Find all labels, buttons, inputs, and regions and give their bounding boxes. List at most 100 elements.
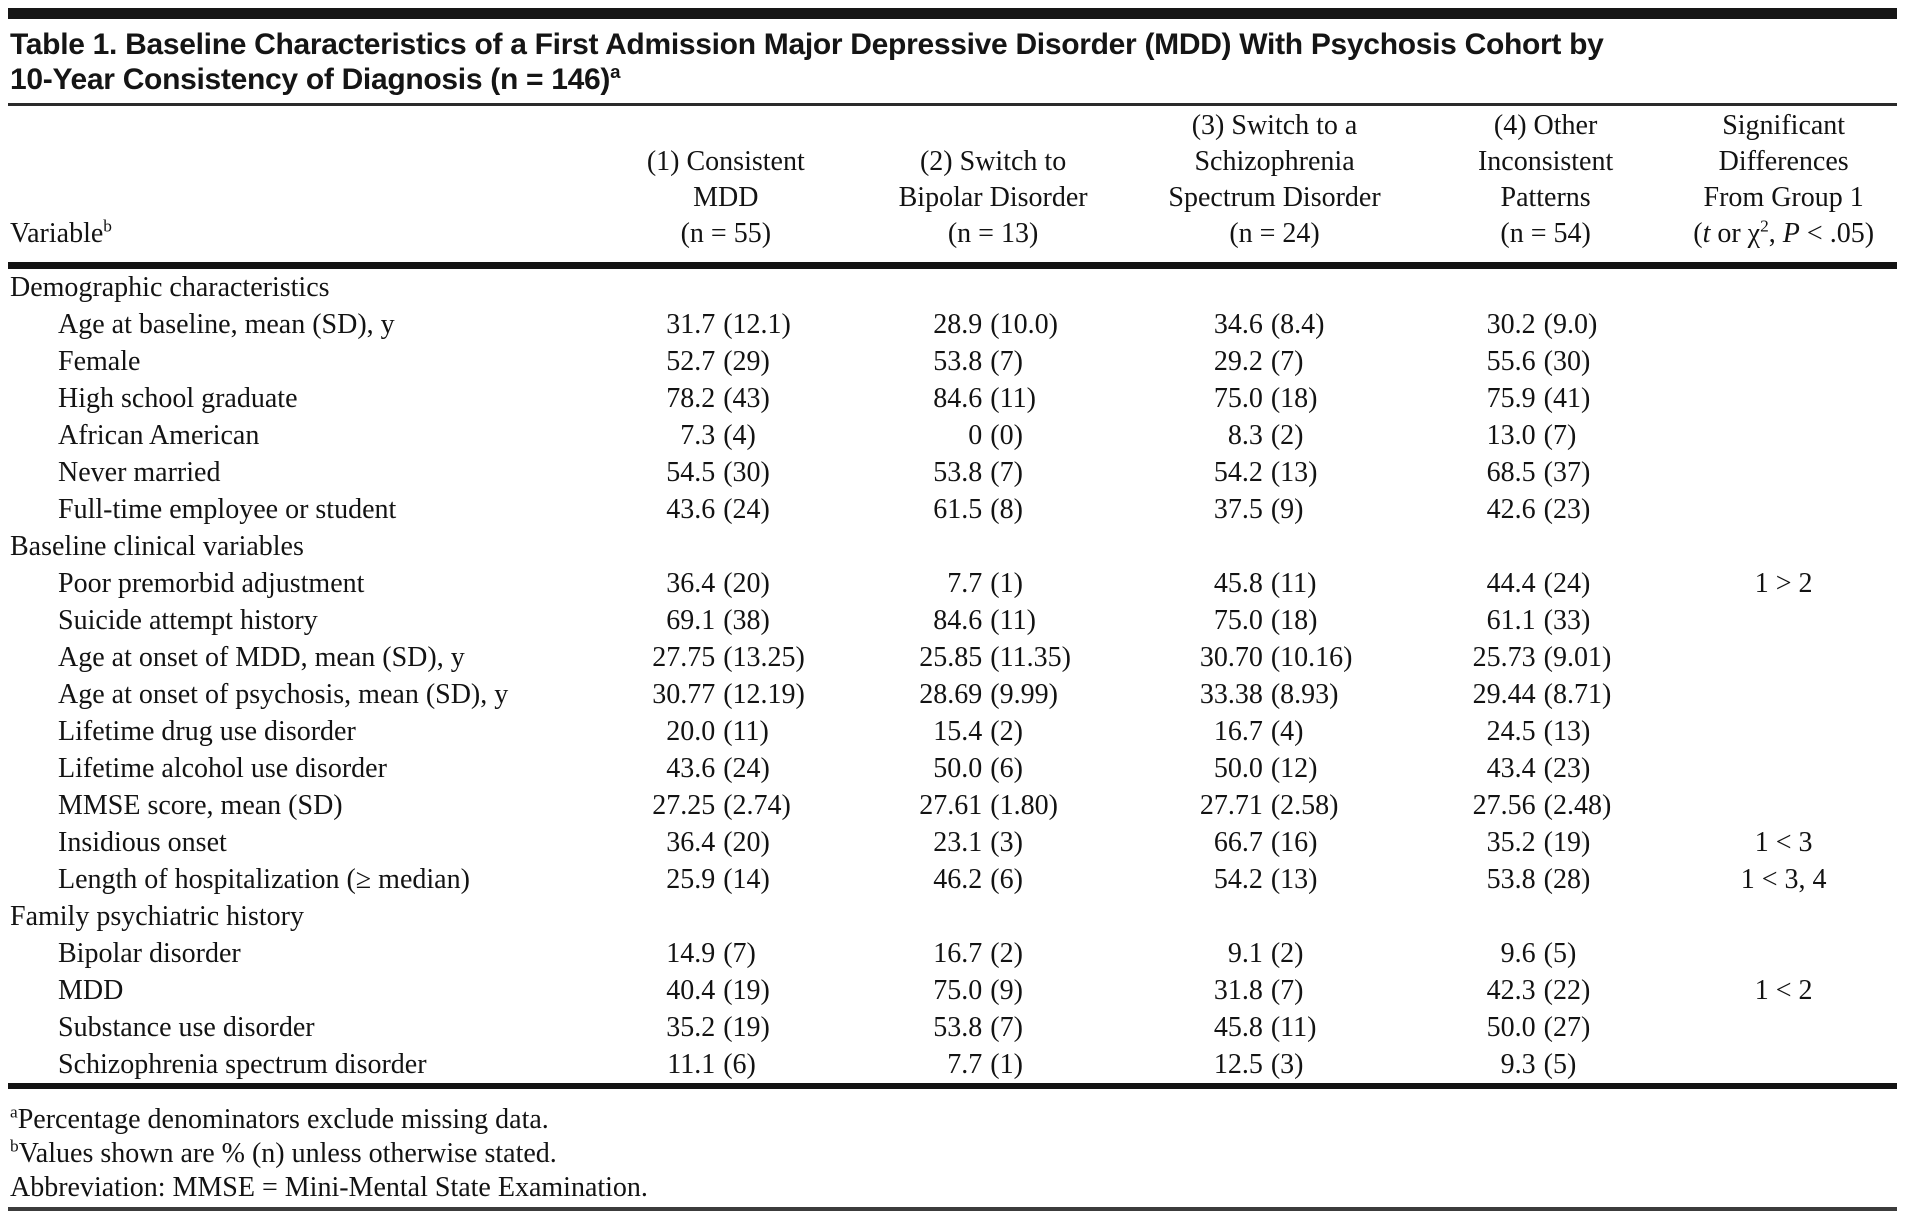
value-cell: 33.38 (8.93) <box>1128 676 1421 713</box>
value-count: (11) <box>723 715 769 747</box>
value-count: (2) <box>1270 419 1304 451</box>
value-number: 55.6 <box>1486 345 1536 377</box>
significance-cell <box>1670 787 1897 824</box>
row-label-cell: MDD <box>58 974 124 1006</box>
value-count: (7) <box>1543 419 1577 451</box>
value-number: 50.0 <box>933 752 983 784</box>
value-number: 7.3 <box>680 419 716 451</box>
value-number: 53.8 <box>933 456 983 488</box>
value-count: (13) <box>1543 715 1591 747</box>
value-cell: 27.56 (2.48) <box>1421 787 1670 824</box>
value-cell: 31.8 (7) <box>1128 972 1421 1009</box>
value-count: (1) <box>990 567 1023 599</box>
table-row: Age at onset of MDD, mean (SD), y 27.75 (1… <box>8 639 1897 676</box>
header-line: (n = 24) <box>1229 218 1320 249</box>
header-stats-part: t <box>1702 218 1711 249</box>
baseline-characteristics-table: Variableb (1) Consistent MDD (n = 55) (2) Sw… <box>8 106 1897 1083</box>
significance-cell: 1 > 2 <box>1754 567 1813 599</box>
value-count: (23) <box>1543 752 1591 784</box>
value-count: (19) <box>723 974 770 1006</box>
value-number: 34.6 <box>1213 308 1263 340</box>
value-count: (33) <box>1543 604 1591 636</box>
value-number: 25.85 <box>919 641 983 673</box>
table-row: Bipolar disorder 14.9 (7) 16.7 (2) 9.1 (2) 9.6(… <box>8 935 1897 972</box>
value-cell: 9.1 (2) <box>1128 935 1421 972</box>
table-row: Lifetime drug use disorder 20.0 (11) 15.4 (2… <box>8 713 1897 750</box>
value-count: (1) <box>990 1048 1023 1080</box>
value-number: 30.2 <box>1486 308 1536 340</box>
value-number: 16.7 <box>1213 715 1263 747</box>
header-line: (n = 54) <box>1500 218 1591 249</box>
value-cell: 9.6 (5) <box>1421 935 1670 972</box>
significance-cell <box>1670 676 1897 713</box>
value-count: (24) <box>723 493 770 525</box>
value-cell: 84.6 (11) <box>858 380 1128 417</box>
value-cell: 61.5 (8) <box>858 491 1128 528</box>
value-count: (12.1) <box>723 308 791 340</box>
value-cell: 43.6 (24) <box>594 750 858 787</box>
value-cell: 11.1 (6) <box>594 1046 858 1083</box>
value-number: 75.0 <box>1213 604 1263 636</box>
header-stats-part: , <box>1768 218 1783 249</box>
table-header: Variableb (1) Consistent MDD (n = 55) (2) Sw… <box>8 106 1897 266</box>
row-label-cell: Age at onset of MDD, mean (SD), y <box>58 641 465 673</box>
value-count: (11) <box>1270 1011 1317 1043</box>
value-cell: 23.1 (3) <box>858 824 1128 861</box>
value-count: (43) <box>723 382 770 414</box>
value-number: 53.8 <box>1486 863 1536 895</box>
value-cell: 54.5 (30) <box>594 454 858 491</box>
footnote-b: bValues shown are % (n) unless otherwise… <box>10 1137 1897 1171</box>
value-cell: 66.7 (16) <box>1128 824 1421 861</box>
header-stats-part: ( <box>1693 218 1703 249</box>
table-row: African American 7.3 (4) 0 (0) 8.3 (2) 13.0 (7) <box>8 417 1897 454</box>
value-number: 75.0 <box>1213 382 1263 414</box>
value-count: (0) <box>990 419 1023 451</box>
value-number: 11.1 <box>667 1048 716 1080</box>
value-number: 75.9 <box>1486 382 1536 414</box>
value-cell: 43.4 (23) <box>1421 750 1670 787</box>
value-cell: 78.2 (43) <box>594 380 858 417</box>
value-number: 35.2 <box>666 1011 716 1043</box>
value-number: 27.75 <box>652 641 716 673</box>
value-cell: 31.7 (12.1) <box>594 306 858 343</box>
table-row: Never married 54.5 (30) 53.8 (7) 54.2 (13) 68.5… <box>8 454 1897 491</box>
value-cell: 35.2 (19) <box>594 1009 858 1046</box>
value-count: (7) <box>990 1011 1023 1043</box>
section-row: Demographic characteristics <box>8 266 1897 307</box>
group-column-header: Significant Differences From Group 1 (t or … <box>1670 106 1897 266</box>
row-label-cell: Full-time employee or student <box>58 493 397 525</box>
value-cell: 24.5 (13) <box>1421 713 1670 750</box>
header-line: (3) Switch to a <box>1191 110 1358 141</box>
section-label: Baseline clinical variables <box>10 530 304 562</box>
row-label-cell: Length of hospitalization (≥ median) <box>58 863 470 895</box>
value-number: 53.8 <box>933 345 983 377</box>
section-label: Family psychiatric history <box>10 900 304 932</box>
significance-cell <box>1670 417 1897 454</box>
value-count: (2) <box>1270 937 1304 969</box>
value-number: 12.5 <box>1213 1048 1263 1080</box>
significance-cell <box>1670 602 1897 639</box>
header-line: Schizophrenia <box>1194 146 1355 177</box>
value-cell: 7.3 (4) <box>594 417 858 454</box>
value-cell: 35.2 (19) <box>1421 824 1670 861</box>
value-count: (16) <box>1270 826 1318 858</box>
value-number: 8.3 <box>1227 419 1263 451</box>
header-line: Significant <box>1722 110 1846 141</box>
row-label-cell: Age at onset of psychosis, mean (SD), y <box>58 678 509 710</box>
value-count: (9) <box>990 974 1023 1006</box>
header-line: Inconsistent <box>1477 146 1614 177</box>
value-number: 69.1 <box>666 604 716 636</box>
value-cell: 7.7 (1) <box>858 1046 1128 1083</box>
value-count: (10.16) <box>1270 641 1353 673</box>
footnote-a-marker: a <box>10 1102 18 1122</box>
row-label-cell: Substance use disorder <box>58 1011 315 1043</box>
value-number: 7.7 <box>947 1048 983 1080</box>
value-number: 54.2 <box>1213 863 1263 895</box>
value-number: 7.7 <box>947 567 983 599</box>
value-count: (11) <box>990 604 1036 636</box>
significance-cell <box>1670 639 1897 676</box>
header-line: Spectrum Disorder <box>1168 182 1381 213</box>
value-number: 31.8 <box>1213 974 1263 1006</box>
table-row: Age at baseline, mean (SD), y 31.7 (12.1) 2… <box>8 306 1897 343</box>
row-label-cell: High school graduate <box>58 382 298 414</box>
